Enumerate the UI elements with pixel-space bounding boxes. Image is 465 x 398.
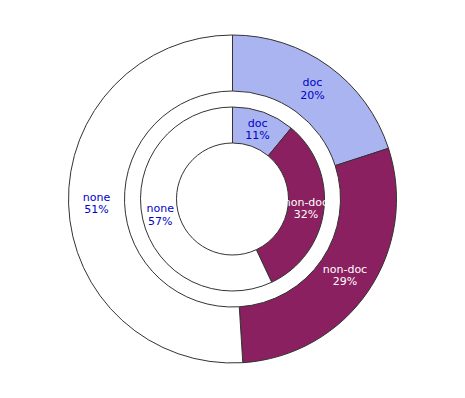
slice-label: non-doc32% — [284, 196, 328, 222]
slices — [68, 35, 396, 363]
value-label: 29% — [333, 275, 357, 288]
slice — [68, 35, 242, 363]
slice — [233, 35, 389, 166]
slice-label: none51% — [83, 191, 111, 217]
slice — [239, 148, 396, 362]
data-labels: doc11%non-doc32%none57%doc20%non-doc29%n… — [83, 76, 367, 288]
value-label: 57% — [148, 215, 172, 228]
category-label: non-doc — [284, 196, 328, 209]
value-label: 20% — [300, 89, 324, 102]
slice-label: non-doc29% — [323, 263, 367, 289]
value-label: 11% — [245, 129, 269, 142]
category-label: none — [147, 202, 175, 215]
value-label: 51% — [84, 203, 108, 216]
value-label: 32% — [294, 208, 318, 221]
slice — [140, 107, 271, 291]
category-label: non-doc — [323, 263, 367, 276]
category-label: doc — [248, 117, 268, 130]
slice-label: doc20% — [300, 76, 324, 102]
slice-label: doc11% — [245, 117, 269, 143]
slice-label: none57% — [147, 202, 175, 228]
category-label: none — [83, 191, 111, 204]
category-label: doc — [303, 76, 323, 89]
chart: doc11%non-doc32%none57%doc20%non-doc29%n… — [0, 0, 465, 398]
